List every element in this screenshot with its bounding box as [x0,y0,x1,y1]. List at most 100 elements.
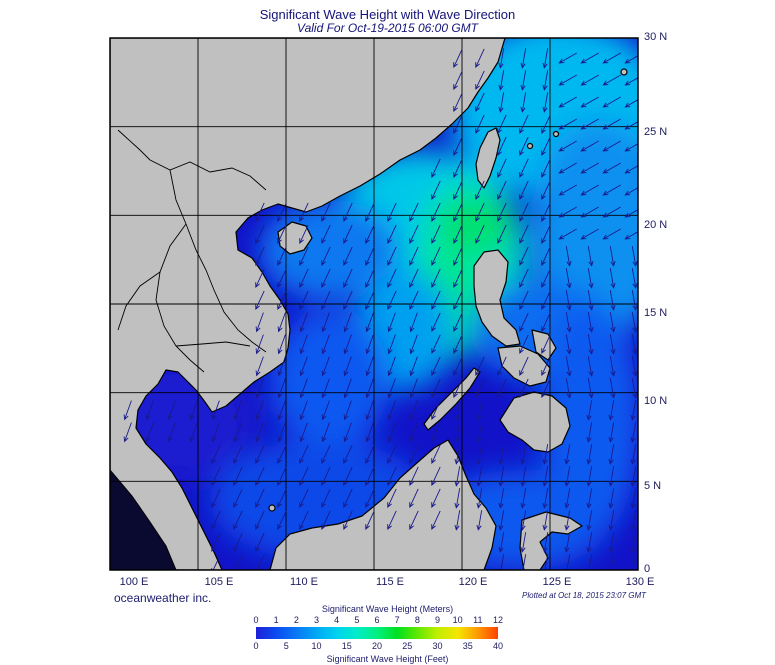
wave-direction-arrow [520,510,527,531]
wave-direction-arrow [431,180,441,201]
wave-direction-arrow [387,334,396,355]
wave-direction-arrow [321,334,330,355]
legend-meter-tick: 3 [313,615,319,625]
wave-direction-arrow [608,488,615,509]
wave-direction-arrow [602,140,621,152]
wave-direction-arrow [299,488,309,509]
wave-direction-arrow [630,422,637,443]
land-hainan [277,221,313,255]
wave-direction-arrow [409,488,419,509]
wave-direction-arrow [519,224,529,245]
lon-label-110e: 110 E [290,576,318,588]
land-island-c [552,130,560,138]
wave-direction-arrow [255,202,265,223]
wave-direction-arrow [519,180,529,201]
wave-direction-arrow [630,444,637,465]
wave-direction-arrow [565,356,572,377]
wave-direction-arrow [409,312,418,333]
wave-direction-arrow [631,268,638,289]
wave-direction-arrow [431,246,441,267]
wave-direction-arrow [587,290,594,311]
wave-direction-arrow [365,378,374,399]
wave-direction-arrow [608,554,615,570]
wave-direction-arrow [321,510,331,531]
wave-direction-arrow [365,466,375,487]
wave-direction-arrow [608,466,615,487]
wave-direction-arrow [498,70,505,91]
wave-direction-arrow [587,312,594,333]
wave-direction-arrow [453,334,463,355]
wave-direction-arrow [365,422,374,443]
wave-direction-arrow [167,400,176,421]
wave-direction-arrow [255,268,265,289]
wave-direction-arrow [387,290,397,311]
wave-direction-arrow [409,268,419,289]
wave-direction-arrow [277,400,286,421]
legend-meter-tick: 2 [293,615,299,625]
wave-direction-arrow [431,334,441,355]
wave-direction-arrow [542,466,549,487]
wave-direction-arrow [519,268,529,289]
wave-direction-arrow [233,400,242,421]
wave-direction-arrow [630,466,637,487]
wave-direction-arrow [431,422,441,443]
wave-direction-arrow [631,378,638,399]
wave-direction-arrow [431,312,441,333]
wave-direction-arrow [321,224,331,245]
land-island-a [268,504,276,512]
wave-direction-arrow [453,378,463,399]
wave-direction-arrow [542,510,549,531]
wave-direction-arrow [145,400,154,421]
wave-direction-arrow [123,400,132,421]
wave-direction-arrow [453,356,463,377]
wave-direction-arrow [167,422,176,443]
wave-direction-arrow [321,378,330,399]
wave-direction-arrow [453,180,463,201]
wave-direction-arrow [454,422,461,443]
wave-direction-arrow [519,246,529,267]
wave-direction-arrow [624,187,638,196]
legend-feet-tick: 20 [371,641,382,651]
wave-direction-arrow [343,444,353,465]
wave-direction-arrow [387,202,397,223]
wave-direction-arrow [255,422,264,443]
wave-direction-arrow [343,422,352,443]
wave-direction-arrow [542,444,549,465]
wave-direction-arrow [587,268,594,289]
wave-direction-arrow [409,246,419,267]
wave-direction-arrow [542,532,549,553]
legend-feet-tick: 35 [462,641,473,651]
wave-direction-arrow [497,378,507,399]
wave-direction-arrow [580,140,599,152]
wave-direction-arrow [519,158,529,179]
wave-direction-arrow [343,510,353,531]
lat-label-25n: 25 N [644,126,668,138]
wave-direction-arrow [609,334,616,355]
wave-direction-arrow [343,202,353,223]
wave-direction-arrow [564,554,571,570]
wave-direction-arrow [365,488,375,509]
legend-title-meters: Significant Wave Height (Meters) [321,604,454,614]
legend-meter-tick: 6 [374,615,380,625]
wave-direction-arrow [564,532,571,553]
wave-direction-arrow [565,246,572,267]
lat-label-10n: 10 N [644,395,668,407]
wave-direction-arrow [387,224,397,245]
wave-direction-arrow [558,228,577,240]
wave-direction-arrow [475,48,485,69]
wave-direction-arrow [608,510,615,531]
wave-direction-arrow [365,202,375,223]
wave-direction-arrow [453,136,463,157]
wave-direction-arrow [255,378,264,399]
wave-direction-arrow [343,488,353,509]
wave-direction-arrow [277,466,287,487]
wave-direction-arrow [520,554,527,570]
legend-meter-tick: 12 [492,615,503,625]
wave-direction-arrow [387,356,396,377]
wave-direction-arrow [558,184,577,196]
wave-direction-arrow [541,290,551,311]
wave-direction-arrow [630,400,637,421]
legend-meter-tick: 1 [273,615,279,625]
wave-direction-arrow [409,334,418,355]
